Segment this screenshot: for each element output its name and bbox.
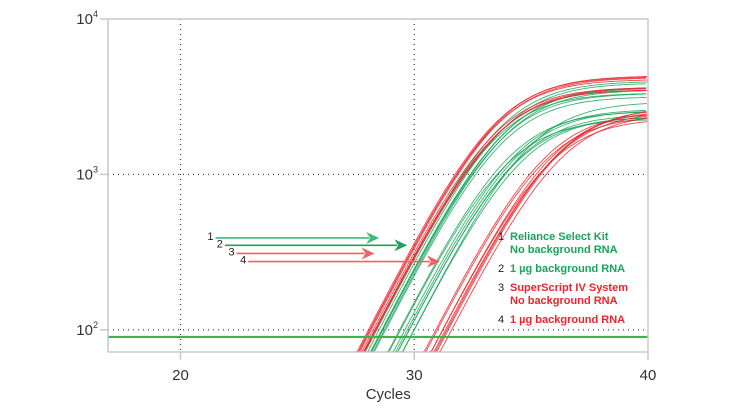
legend-text: 1 µg background RNA: [510, 314, 625, 326]
y-tick-exponent: 4: [93, 9, 98, 19]
series-3: [304, 76, 648, 353]
series-1-replicate: [320, 90, 646, 353]
y-tick-label-4: 104: [76, 9, 98, 28]
x-tick-label-20: 20: [172, 367, 189, 384]
x-tick-label-40: 40: [640, 367, 657, 384]
y-tick-label-2: 102: [76, 320, 98, 339]
arrowhead-icon: [394, 239, 408, 252]
grid-layer: [108, 19, 648, 352]
series-3-replicate: [310, 89, 648, 353]
curve-layer: [304, 76, 648, 353]
ct-arrow-3: 3: [228, 246, 375, 260]
ct-arrow-label: 4: [240, 255, 246, 267]
series-3-replicate: [305, 79, 648, 353]
series-3-replicate: [304, 77, 647, 353]
ct-arrow-label: 1: [207, 231, 213, 243]
plot-frame: [107, 18, 649, 353]
legend-number: 1: [498, 231, 504, 243]
series-1-replicate: [318, 93, 647, 353]
series-3-replicate: [312, 87, 647, 353]
legend-number: 4: [498, 314, 504, 326]
y-tick-base: 10: [76, 322, 93, 339]
legend-number: 3: [498, 282, 504, 294]
y-tick-exponent: 2: [93, 320, 98, 330]
x-tick-label-30: 30: [406, 367, 423, 384]
y-tick-exponent: 3: [93, 164, 98, 174]
legend-text: 1 µg background RNA: [510, 263, 625, 275]
ct-arrow-4: 4: [240, 255, 440, 268]
legend-text: SuperScript IV System: [510, 282, 628, 294]
ct-arrow-2: 2: [217, 238, 408, 252]
legend-text: No background RNA: [510, 244, 618, 256]
ct-arrow-label: 2: [217, 238, 223, 250]
legend-text: No background RNA: [510, 295, 618, 307]
series-1-replicate: [318, 87, 647, 353]
legend-number: 2: [498, 263, 504, 275]
ct-arrow-1: 1: [207, 231, 380, 244]
series-3-replicate: [306, 77, 647, 353]
series-1-replicate: [317, 88, 646, 353]
series-3-replicate: [310, 89, 648, 353]
legend-entry-2: 2 1 µg background RNA: [498, 263, 625, 275]
ct-arrow-label: 3: [228, 246, 234, 258]
y-tick-base: 10: [76, 166, 93, 183]
series-3-replicate: [308, 87, 646, 353]
y-tick-base: 10: [76, 11, 93, 28]
y-tick-label-3: 103: [76, 164, 98, 183]
series-3-replicate: [305, 76, 648, 353]
legend-entry-4: 4 1 µg background RNA: [498, 314, 625, 326]
x-axis-title: Cycles: [366, 386, 411, 403]
arrowhead-icon: [361, 247, 375, 260]
arrowhead-icon: [366, 231, 380, 244]
series-1-replicate: [321, 96, 647, 353]
series-1-replicate: [314, 83, 646, 353]
arrowhead-icon: [426, 255, 440, 268]
legend-text: Reliance Select Kit: [510, 231, 609, 243]
